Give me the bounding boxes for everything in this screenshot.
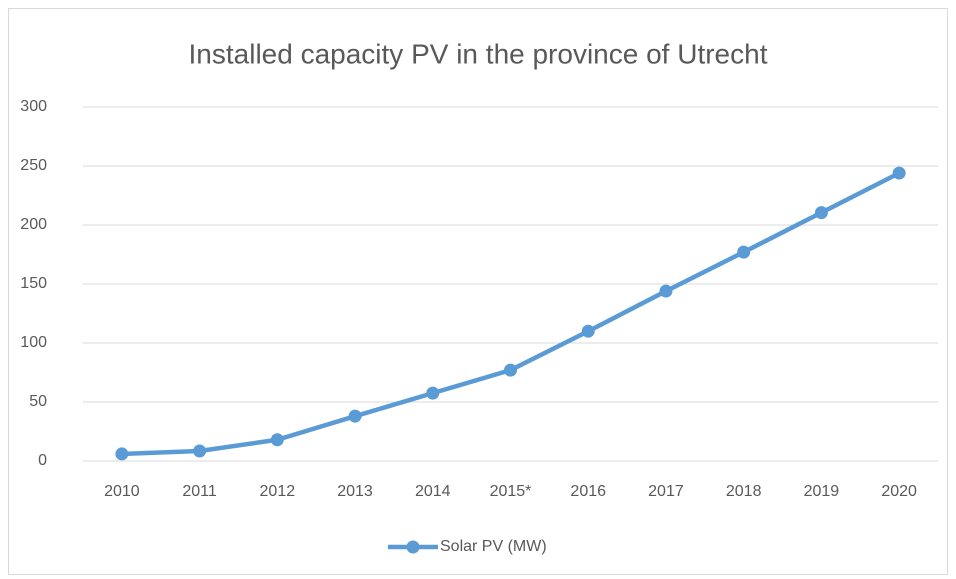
chart-title: Installed capacity PV in the province of… (189, 38, 768, 69)
data-point (892, 166, 906, 180)
y-tick-label: 250 (20, 157, 47, 174)
x-tick-label: 2018 (726, 483, 762, 500)
y-tick-label: 200 (20, 216, 47, 233)
y-tick-label: 150 (20, 275, 47, 292)
x-tick-label: 2017 (648, 483, 684, 500)
x-tick-label: 2019 (804, 483, 840, 500)
x-tick-label: 2015* (490, 483, 532, 500)
x-tick-label: 2011 (182, 483, 217, 500)
x-tick-label: 2012 (260, 483, 296, 500)
x-tick-label: 2016 (570, 483, 606, 500)
data-point (737, 245, 751, 259)
x-tick-label: 2020 (881, 483, 917, 500)
data-point (504, 363, 517, 377)
y-tick-label: 0 (38, 452, 47, 469)
x-tick-label: 2010 (104, 483, 140, 500)
y-tick-label: 100 (20, 334, 47, 351)
data-point (659, 284, 673, 298)
legend-marker (406, 540, 420, 554)
data-point (193, 444, 207, 458)
chart-border (8, 8, 948, 575)
data-point (115, 447, 129, 461)
data-point (581, 324, 595, 338)
data-point (426, 386, 440, 400)
data-point (814, 206, 828, 220)
x-tick-label: 2014 (415, 483, 451, 500)
data-point (270, 433, 284, 447)
data-point (348, 409, 362, 423)
y-tick-label: 50 (29, 393, 47, 410)
legend-label: Solar PV (MW) (440, 538, 547, 555)
y-tick-label: 300 (20, 98, 47, 115)
x-tick-label: 2013 (337, 483, 373, 500)
